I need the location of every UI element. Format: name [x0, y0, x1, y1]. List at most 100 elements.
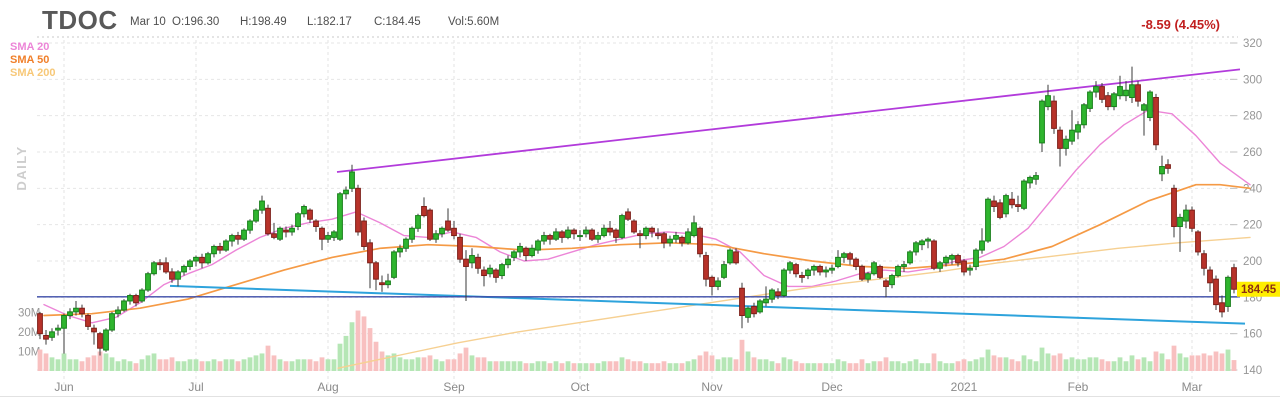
volume-bar	[229, 359, 235, 371]
volume-bar	[859, 359, 865, 371]
candle-body	[349, 171, 355, 189]
candle-body	[325, 235, 331, 240]
readout-date: Mar 10	[130, 16, 166, 28]
candle-body	[1189, 209, 1195, 229]
candle-body	[361, 220, 367, 247]
candle-body	[529, 247, 535, 257]
volume-bar	[463, 347, 469, 371]
volume-bar	[43, 353, 49, 371]
volume-bar	[961, 359, 967, 371]
axis-label: 140	[1243, 365, 1262, 377]
candle-body	[811, 265, 817, 271]
volume-bar	[175, 361, 181, 371]
readout-volume: Vol:5.60M	[448, 16, 500, 28]
candle-body	[241, 229, 247, 240]
axis-label: 20M	[18, 327, 40, 339]
candle-body	[685, 231, 691, 244]
candle-body	[739, 287, 745, 316]
candle-body	[919, 240, 925, 246]
volume-bar	[619, 357, 625, 371]
volume-bar	[355, 310, 361, 371]
candle-body	[481, 269, 487, 277]
volume-bar	[553, 361, 559, 371]
candle-body	[805, 269, 811, 277]
candle-body	[1147, 91, 1153, 118]
candle-body	[457, 236, 463, 260]
volume-bar	[151, 353, 157, 371]
candle-body	[1051, 100, 1057, 129]
volume-bar	[523, 363, 529, 371]
ticker-symbol: TDOC	[42, 5, 118, 35]
candle-body	[565, 229, 571, 238]
volume-bar	[811, 363, 817, 371]
volume-bar	[937, 361, 943, 371]
candle-body	[1153, 97, 1159, 146]
volume-bar	[127, 361, 133, 371]
volume-bar	[445, 359, 451, 371]
axis-label: 220	[1243, 220, 1262, 232]
candle-body	[115, 309, 121, 315]
candle-body	[763, 298, 769, 304]
candle-body	[979, 240, 985, 251]
volume-bar	[1117, 357, 1123, 371]
axis-label: 10M	[18, 347, 40, 359]
volume-bar	[721, 357, 727, 371]
volume-bar	[1111, 361, 1117, 371]
candle-body	[301, 206, 307, 215]
candle-body	[1195, 231, 1201, 253]
volume-bar	[457, 353, 463, 371]
candle-body	[43, 334, 49, 340]
candle-body	[583, 229, 589, 235]
volume-bar	[805, 363, 811, 371]
volume-bar	[115, 361, 121, 371]
volume-bar	[865, 363, 871, 371]
candle-body	[1027, 176, 1033, 184]
candle-body	[709, 276, 715, 287]
candle-body	[415, 215, 421, 229]
candle-body	[121, 300, 127, 311]
candle-body	[1075, 124, 1081, 133]
candle-body	[1093, 86, 1099, 93]
axis-label: 184.45	[1241, 284, 1277, 296]
volume-bar	[493, 361, 499, 371]
candle-body	[379, 282, 385, 286]
volume-bar	[241, 359, 247, 371]
candle-body	[679, 236, 685, 244]
volume-bar	[259, 353, 265, 371]
volume-bar	[1177, 353, 1183, 371]
candle-body	[787, 262, 793, 271]
volume-bar	[637, 361, 643, 371]
volume-bar	[697, 355, 703, 371]
volume-bar	[211, 359, 217, 371]
volume-bar	[1129, 355, 1135, 371]
candle-body	[1111, 93, 1117, 108]
candle-body	[511, 251, 517, 258]
volume-bar	[1153, 351, 1159, 371]
candle-body	[823, 269, 829, 273]
candle-body	[1159, 166, 1165, 175]
volume-bar	[427, 355, 433, 371]
volume-bar	[1039, 347, 1045, 371]
candle-body	[397, 247, 403, 253]
candle-body	[907, 251, 913, 264]
candle-body	[1219, 302, 1225, 313]
candle-body	[163, 262, 169, 273]
candle-body	[625, 211, 631, 220]
volume-bar	[1213, 351, 1219, 371]
volume-bar	[361, 316, 367, 371]
candle-body	[967, 267, 973, 271]
volume-bar	[529, 363, 535, 371]
volume-bar	[331, 359, 337, 371]
candle-body	[841, 253, 847, 258]
candle-body	[1201, 253, 1207, 269]
candle-body	[931, 240, 937, 269]
volume-bar	[715, 359, 721, 371]
candle-body	[313, 220, 319, 227]
candle-body	[133, 295, 139, 304]
axis-label: Dec	[821, 380, 842, 394]
candle-body	[319, 227, 325, 240]
volume-bar	[709, 355, 715, 371]
volume-bar	[1201, 353, 1207, 371]
